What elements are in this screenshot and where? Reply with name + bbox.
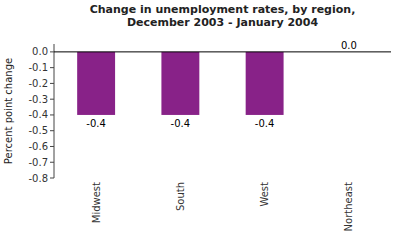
y-tick-label: 0.0 [32,46,48,57]
y-tick-label: -0.7 [28,157,48,168]
bar [77,52,115,115]
y-tick [50,67,54,68]
data-label: -0.4 [255,118,275,129]
y-tick-label: -0.5 [28,125,48,136]
zero-line [54,51,391,52]
y-tick-label: -0.6 [28,141,48,152]
data-label: 0.0 [341,40,357,51]
data-label: -0.4 [86,118,106,129]
y-tick [50,114,54,115]
x-tick-label: South [175,182,186,211]
y-tick-label: -0.4 [28,109,48,120]
chart: Change in unemployment rates, by region,… [0,0,401,238]
title: Change in unemployment rates, by region,… [90,3,356,29]
y-tick-label: -0.2 [28,78,48,89]
bar [246,52,284,115]
bar [161,52,199,115]
y-tick [50,130,54,131]
y-tick-label: -0.8 [28,173,48,184]
y-tick-label: -0.1 [28,62,48,73]
y-tick-label: -0.3 [28,94,48,105]
y-tick [50,99,54,100]
x-tick-label: Midwest [91,182,102,223]
y-axis-label: Percent point change [3,58,14,164]
data-label: -0.4 [171,118,191,129]
y-tick [50,162,54,163]
plot-area [77,52,283,115]
y-tick [50,83,54,84]
x-tick-label: Northeast [343,182,354,231]
y-tick [50,146,54,147]
y-axis-line [54,44,55,178]
y-tick [50,178,54,179]
x-tick-label: West [259,182,270,207]
y-tick [50,51,54,52]
